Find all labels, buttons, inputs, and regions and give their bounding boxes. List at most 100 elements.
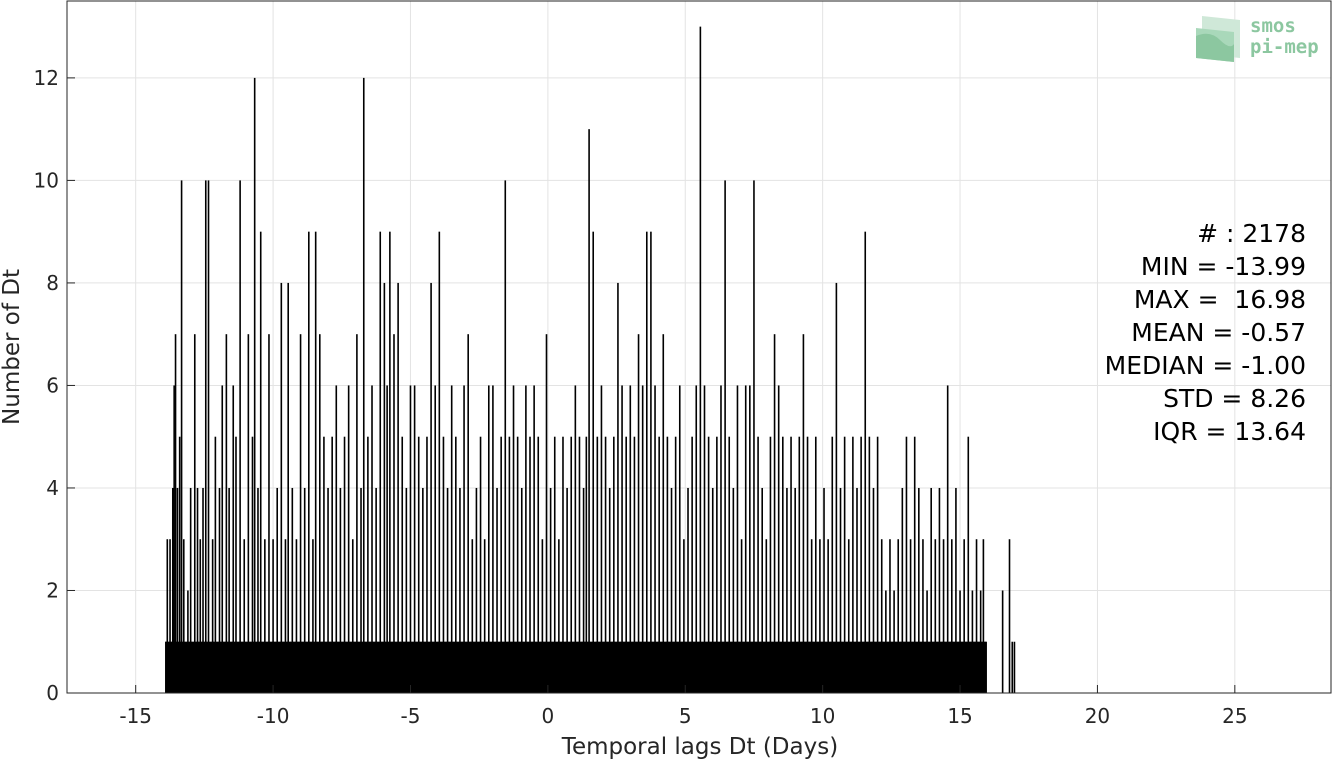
histogram-bar bbox=[404, 641, 407, 693]
histogram-bar bbox=[757, 641, 760, 693]
histogram-bar bbox=[806, 436, 809, 693]
histogram-bar bbox=[343, 641, 346, 693]
histogram-bar bbox=[374, 641, 377, 693]
histogram-bar bbox=[585, 436, 588, 693]
histogram-bar bbox=[980, 641, 983, 693]
histogram-bar bbox=[285, 641, 288, 693]
histogram-bar bbox=[552, 641, 555, 693]
histogram-bar bbox=[268, 641, 271, 693]
histogram-bar bbox=[308, 231, 310, 693]
histogram-bar bbox=[312, 539, 314, 693]
histogram-bar bbox=[303, 641, 306, 693]
histogram-bar bbox=[520, 641, 523, 693]
histogram-bar bbox=[782, 436, 784, 693]
histogram-bar bbox=[239, 180, 241, 693]
histogram-bar bbox=[642, 641, 645, 693]
histogram-bar bbox=[253, 641, 256, 693]
histogram-bar bbox=[251, 641, 254, 693]
histogram-bar bbox=[907, 641, 910, 693]
histogram-bar bbox=[771, 641, 774, 693]
histogram-bar bbox=[594, 641, 597, 693]
histogram-bar bbox=[529, 641, 532, 693]
histogram-bar bbox=[542, 641, 545, 693]
histogram-bar bbox=[280, 641, 283, 693]
histogram-bar bbox=[718, 641, 721, 693]
histogram-bar bbox=[408, 641, 411, 693]
histogram-bar bbox=[276, 641, 279, 693]
histogram-bar bbox=[429, 641, 432, 693]
stats-line: STD = 8.26 bbox=[1163, 384, 1306, 413]
histogram-bar bbox=[452, 641, 455, 693]
stats-line: MEAN = -0.57 bbox=[1131, 318, 1306, 347]
histogram-bar bbox=[822, 641, 825, 693]
histogram-bar bbox=[440, 641, 443, 693]
histogram-bar bbox=[570, 641, 573, 693]
histogram-bar bbox=[346, 641, 349, 693]
histogram-bar bbox=[766, 641, 769, 693]
histogram-bar bbox=[332, 641, 335, 693]
histogram-bar bbox=[414, 641, 417, 693]
histogram-bar bbox=[206, 641, 209, 693]
histogram-bar bbox=[896, 641, 899, 693]
histogram-bar bbox=[637, 641, 640, 693]
histogram-bar bbox=[262, 641, 265, 693]
histogram-bar bbox=[260, 641, 263, 693]
histogram-bar bbox=[528, 641, 531, 693]
histogram-bar bbox=[782, 641, 785, 693]
histogram-bar bbox=[688, 641, 691, 693]
histogram-bar bbox=[670, 641, 673, 693]
histogram-bar bbox=[323, 641, 326, 693]
histogram-bar bbox=[251, 436, 254, 693]
histogram-bar bbox=[675, 641, 678, 693]
histogram-bar bbox=[279, 641, 282, 693]
histogram-bar bbox=[931, 641, 934, 693]
histogram-bar bbox=[438, 231, 441, 693]
histogram-bar bbox=[299, 334, 302, 693]
histogram-bar bbox=[475, 641, 478, 693]
histogram-bar bbox=[708, 641, 711, 693]
histogram-bar bbox=[487, 641, 490, 693]
histogram-bar bbox=[547, 641, 550, 693]
histogram-bar bbox=[189, 641, 192, 693]
histogram-bar bbox=[1011, 641, 1014, 693]
histogram-bar bbox=[302, 641, 305, 693]
histogram-bar bbox=[283, 641, 286, 693]
histogram-bar bbox=[937, 641, 940, 693]
histogram-bar bbox=[664, 641, 667, 693]
histogram-bar bbox=[699, 641, 702, 693]
histogram-bar bbox=[397, 282, 399, 693]
histogram-bar bbox=[185, 641, 188, 693]
histogram-bar bbox=[970, 641, 973, 693]
histogram-bar bbox=[806, 641, 809, 693]
histogram-bar bbox=[622, 641, 625, 693]
histogram-bar bbox=[174, 641, 177, 693]
histogram-bar bbox=[588, 129, 590, 694]
histogram-bar bbox=[272, 641, 275, 693]
histogram-bar bbox=[463, 385, 465, 693]
logo-mark-icon bbox=[1196, 16, 1240, 62]
histogram-bar bbox=[874, 641, 877, 693]
histogram-bar bbox=[391, 641, 394, 693]
histogram-bar bbox=[550, 641, 553, 693]
histogram-bar bbox=[778, 641, 781, 693]
histogram-bar bbox=[630, 641, 633, 693]
histogram-bar bbox=[197, 641, 200, 693]
histogram-bar bbox=[947, 641, 950, 693]
histogram-bar bbox=[523, 641, 526, 693]
histogram-bar bbox=[356, 641, 359, 693]
histogram-bar bbox=[348, 641, 351, 693]
histogram-bar bbox=[672, 641, 675, 693]
histogram-bar bbox=[167, 641, 170, 693]
histogram-bar bbox=[319, 641, 322, 693]
histogram-bar bbox=[304, 641, 307, 693]
histogram-bar bbox=[573, 641, 576, 693]
histogram-bar bbox=[469, 641, 472, 693]
histogram-bar bbox=[601, 641, 604, 693]
histogram-bar bbox=[350, 641, 353, 693]
histogram-bar bbox=[521, 641, 524, 693]
histogram-bar bbox=[694, 641, 697, 693]
histogram-bar bbox=[182, 539, 185, 693]
histogram-bar bbox=[711, 487, 714, 693]
histogram-bar bbox=[835, 282, 838, 693]
histogram-bar bbox=[720, 385, 722, 693]
